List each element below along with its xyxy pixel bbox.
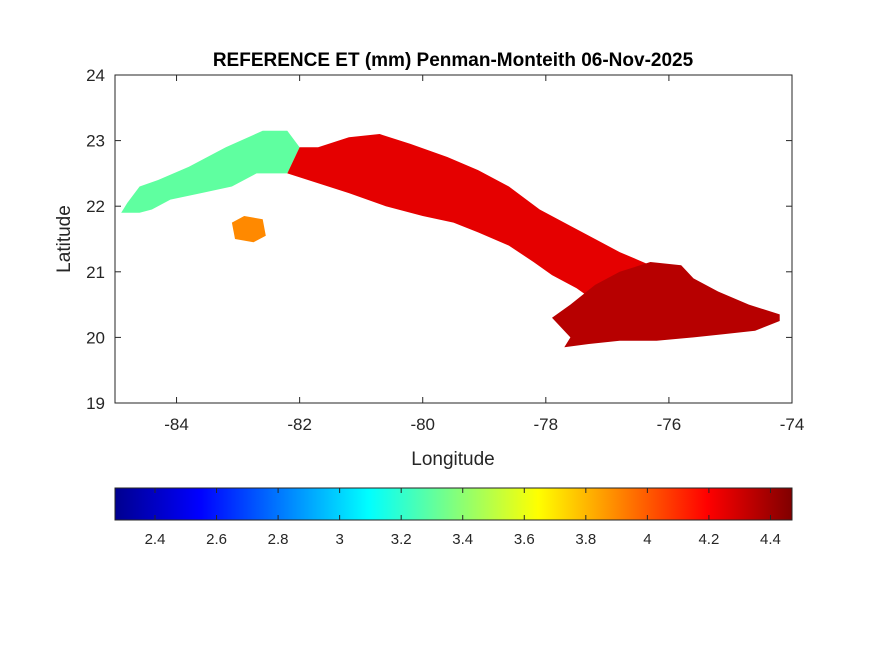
y-tick-label: 24 (86, 66, 105, 85)
colorbar (114, 487, 793, 521)
x-tick-label: -84 (164, 415, 189, 434)
colorbar-ticks: 2.4 2.6 2.8 3 3.2 3.4 3.6 3.8 4 4.2 4.4 (145, 488, 781, 548)
y-axis-label: Latitude (54, 205, 75, 273)
x-tick-label: -80 (410, 415, 435, 434)
colorbar-tick-label: 4.2 (698, 531, 719, 548)
y-tick-label: 23 (86, 132, 105, 151)
colorbar-tick-label: 3.2 (391, 531, 412, 548)
chart-title: REFERENCE ET (mm) Penman-Monteith 06-Nov… (213, 50, 694, 71)
x-axis-label: Longitude (411, 449, 494, 470)
region-eastern-cuba (552, 262, 780, 348)
colorbar-tick-label: 3.6 (514, 531, 535, 548)
colorbar-tick-label: 3.4 (452, 531, 473, 548)
colorbar-tick-label: 4.4 (760, 531, 781, 548)
colorbar-tick-label: 2.6 (206, 531, 227, 548)
colorbar-tick-label: 3 (335, 531, 343, 548)
x-tick-label: -76 (657, 415, 682, 434)
colorbar-tick-label: 2.4 (145, 531, 166, 548)
y-tick-label: 20 (86, 328, 105, 347)
x-tick-label: -74 (780, 415, 805, 434)
y-tick-label: 22 (86, 197, 105, 216)
region-central-cuba (287, 134, 682, 308)
region-isla-de-la-juventud (231, 216, 266, 243)
colorbar-tick-label: 3.8 (575, 531, 596, 548)
y-tick-label: 19 (86, 394, 105, 413)
y-tick-label: 21 (86, 263, 105, 282)
map-layer (121, 130, 780, 348)
region-western-cuba (121, 130, 300, 213)
plot-area (115, 75, 792, 403)
x-axis: -84 -82 -80 -78 -76 -74 (164, 75, 804, 434)
y-axis: 19 20 21 22 23 24 (86, 66, 792, 413)
colorbar-tick-label: 2.8 (268, 531, 289, 548)
plot-frame (114, 74, 793, 404)
x-tick-label: -78 (534, 415, 559, 434)
colorbar-tick-label: 4 (643, 531, 651, 548)
x-tick-label: -82 (287, 415, 312, 434)
